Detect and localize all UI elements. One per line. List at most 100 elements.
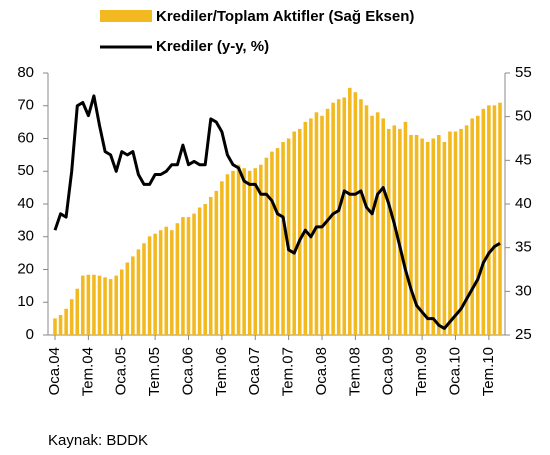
y2-tick-label: 55 [515,64,532,81]
x-tick-label: Tem.10 [480,347,497,396]
y-tick-label: 60 [17,129,34,146]
bar [442,141,447,335]
bar [425,141,430,335]
bar [314,112,319,335]
bar [147,236,152,335]
bar [487,105,491,336]
bar [231,170,235,335]
x-tick-label: Tem.08 [346,347,363,396]
bar [359,99,363,335]
bar [481,108,486,335]
x-tick-label: Oca.09 [380,347,397,395]
bar [125,262,130,335]
x-tick-label: Oca.06 [179,347,196,395]
x-tick-label: Oca.07 [246,347,263,395]
y2-tick-label: 30 [515,282,532,299]
bar [281,141,285,335]
bar [208,197,213,335]
bar [470,118,474,335]
bar [264,157,269,335]
bar [142,243,146,335]
legend-label: Krediler (y-y, %) [156,38,269,55]
bar [119,269,124,335]
x-tick-label: Oca.05 [113,347,130,395]
source: Kaynak: BDDK [48,432,148,449]
bar [242,168,246,335]
bar [437,135,441,335]
y2-tick-label: 40 [515,195,532,212]
line [53,94,501,330]
bar [186,217,191,335]
bar [181,217,185,335]
bar [403,121,408,335]
bar [431,138,436,335]
y2-tick-label: 50 [515,108,532,125]
bar [286,138,291,335]
bar [92,274,96,335]
bar [498,102,502,336]
bar [292,131,296,335]
x-tick-label: Tem.04 [79,347,96,396]
bar [275,148,280,335]
bar [448,131,452,335]
y2-tick-label: 25 [515,326,532,343]
bar [81,275,85,335]
bar [164,226,169,335]
bar [114,275,118,335]
legend-swatch-bar [100,10,152,22]
y-tick-label: 40 [17,195,34,212]
y-tick-label: 70 [17,97,34,114]
bar [453,131,458,335]
bar [342,97,347,335]
x-tick-label: Oca.08 [313,347,330,395]
bar [253,168,258,335]
y-tick-label: 0 [26,326,34,343]
bar [370,115,374,335]
bar [175,223,180,335]
bar [108,279,113,335]
bar [69,299,74,335]
bar [297,128,302,335]
bar [309,118,313,335]
bar [259,164,263,335]
bar [270,151,274,335]
x-tick-label: Oca.04 [46,347,63,395]
bar [192,213,196,335]
y2-tick-label: 45 [515,151,532,168]
bar [58,314,63,335]
x-tick-label: Tem.05 [146,347,163,396]
bar [170,230,174,335]
bar [220,181,224,335]
bar [364,105,369,336]
bar [336,99,341,335]
x-tick-label: Oca.10 [446,347,463,395]
bar [398,128,402,335]
bar [420,138,424,335]
bar [331,102,335,336]
bar [131,256,135,335]
bar [236,164,241,335]
bar [386,128,391,335]
y-tick-label: 20 [17,260,34,277]
bar [353,92,358,335]
bar [303,121,308,335]
bar [392,125,397,336]
bar [464,125,469,336]
bar [381,118,385,335]
x-tick-label: Tem.09 [413,347,430,396]
bar [348,87,352,335]
x-tick-label: Tem.06 [213,347,230,396]
y2-tick-label: 35 [515,239,532,256]
y-tick-label: 50 [17,162,34,179]
bar [136,249,141,335]
y-tick-label: 30 [17,228,34,245]
legend-label: Krediler/Toplam Aktifler (Sağ Eksen) [156,8,414,25]
bar [375,112,380,335]
bar [475,115,480,335]
bar [64,308,68,335]
bar [409,135,413,335]
bar [492,105,497,336]
y-tick-label: 10 [17,293,34,310]
bar [459,128,463,335]
